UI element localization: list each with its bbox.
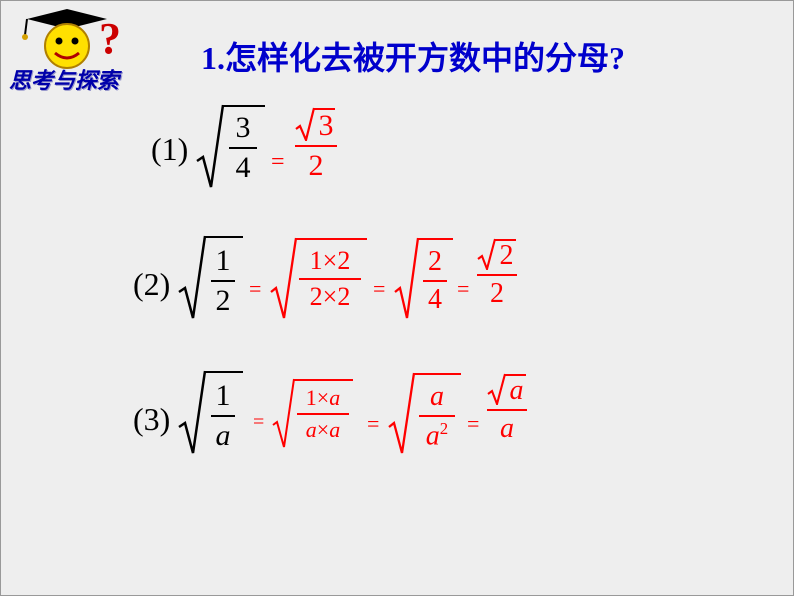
eq3-step1-den: a×a: [297, 417, 349, 443]
eq3-rhs-num: a: [510, 375, 524, 406]
eq2-eq3: =: [457, 276, 469, 302]
eq1-equals: =: [271, 149, 285, 176]
eq3-step2-den: a2: [419, 419, 455, 452]
eq1-rhs: 3 2: [295, 109, 337, 183]
slide-page: ? 思考与探索 1.怎样化去被开方数中的分母? (1) 3 4 =: [0, 0, 794, 596]
equation-1: (1) 3 4 = 3: [151, 101, 711, 211]
eq1-rhs-num: 3: [319, 109, 334, 142]
eq2-step2-num: 2: [423, 246, 447, 278]
eq2-lhs-den: 2: [211, 284, 235, 318]
eq2-rhs-num: 2: [500, 240, 514, 271]
eq3-rhs: a a: [487, 375, 527, 445]
eq3-rhs-den: a: [487, 413, 527, 445]
eq1-label: (1): [151, 131, 188, 168]
equation-2: (2) 1 2 = 1×2 2×2: [151, 226, 711, 346]
eq3-eq1: =: [253, 411, 264, 434]
eq1-lhs-num: 3: [229, 111, 257, 145]
eq2-lhs-num: 1: [211, 244, 235, 278]
logo-label: 思考与探索: [9, 63, 119, 95]
eq1-rhs-den: 2: [295, 149, 337, 183]
eq3-lhs-den: a: [211, 419, 235, 453]
eq1-lhs-den: 4: [229, 151, 257, 185]
eq3-step1-num: 1×a: [297, 385, 349, 411]
eq2-step2-den: 4: [423, 284, 447, 316]
eq2-step1-num: 1×2: [299, 246, 361, 276]
eq2-label: (2): [133, 266, 170, 303]
eq2-eq2: =: [373, 276, 385, 302]
question-mark-icon: ?: [99, 14, 121, 63]
eq3-eq2: =: [367, 411, 379, 437]
eq2-rhs: 2 2: [477, 240, 517, 310]
eq3-label: (3): [133, 401, 170, 438]
eq2-eq1: =: [249, 276, 261, 302]
logo-area: ? 思考与探索: [7, 1, 147, 91]
eq2-rhs-den: 2: [477, 278, 517, 310]
eq3-step2-num: a: [419, 381, 455, 413]
eq3-lhs-num: 1: [211, 379, 235, 413]
eq2-step1-den: 2×2: [299, 282, 361, 312]
page-title: 1.怎样化去被开方数中的分母?: [201, 33, 625, 79]
math-area: (1) 3 4 = 3: [151, 101, 711, 496]
eq3-eq3: =: [467, 411, 479, 437]
equation-3: (3) 1 a = 1×a a×a: [151, 361, 711, 481]
